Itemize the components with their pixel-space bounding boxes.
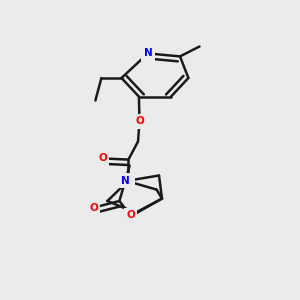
Text: N: N: [121, 176, 130, 186]
Text: O: O: [89, 202, 98, 213]
Text: N: N: [143, 48, 152, 59]
Text: O: O: [135, 116, 144, 127]
Text: O: O: [126, 210, 135, 220]
Text: N: N: [124, 176, 133, 186]
Text: O: O: [98, 153, 107, 164]
